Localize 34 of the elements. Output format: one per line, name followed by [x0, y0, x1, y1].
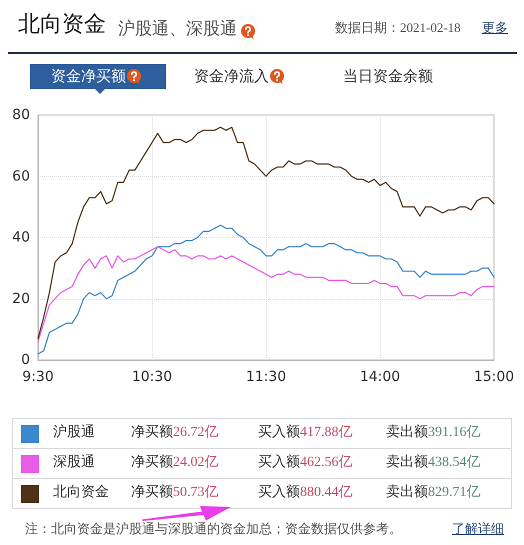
legend-label: 北向资金 [53, 485, 109, 502]
x-tick-label: 14:00 [360, 369, 400, 385]
text: 数据日期：2021-02-18 [335, 20, 461, 36]
text: 买入额462.56亿 [258, 455, 352, 470]
text: 资金净流入 [194, 67, 269, 85]
text: 卖出额391.16亿 [386, 425, 480, 440]
text: 卖出额438.54亿 [386, 455, 480, 470]
y-tick-label: 40 [12, 230, 30, 246]
line-series [37, 246, 495, 342]
x-tick-label: 11:30 [246, 369, 286, 385]
legend-label: 沪股通 [53, 425, 95, 442]
text: 更多 [482, 20, 508, 36]
text: 卖出额829.71亿 [386, 485, 480, 500]
x-tick-label: 15:00 [474, 369, 514, 385]
y-tick-label: 0 [21, 352, 30, 368]
text: 净买额26.72亿 [131, 425, 218, 440]
line-series [37, 224, 495, 354]
text: 注：北向资金是沪股通与深股通的资金加总；资金数据仅供参考。 [25, 521, 402, 537]
text: 净买额50.73亿 [131, 485, 218, 500]
text: 买入额417.88亿 [258, 425, 352, 440]
y-tick-label: 80 [12, 107, 30, 123]
selected-tab: 资金净买额 [30, 64, 166, 89]
x-tick-label: 10:30 [132, 369, 172, 385]
legend-label: 深股通 [53, 455, 95, 472]
y-tick-label: 60 [12, 168, 30, 184]
y-tick-label: 20 [12, 290, 30, 307]
line-series [37, 126, 495, 340]
chart-subtitle: 沪股通、深股通 [118, 19, 237, 40]
x-tick-label: 9:30 [22, 369, 54, 385]
text: 净买额24.02亿 [131, 455, 218, 470]
chart-title: 北向资金 [18, 12, 106, 38]
text: 买入额880.44亿 [258, 485, 352, 500]
text: 了解详细 [452, 521, 504, 537]
text: 当日资金余额 [343, 67, 433, 85]
